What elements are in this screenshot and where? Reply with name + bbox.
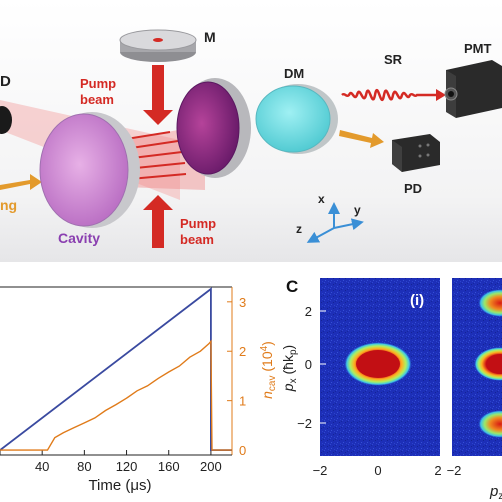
superradiance-wave	[341, 88, 440, 102]
pump-top-label-2: beam	[80, 92, 114, 107]
pump-bottom-label-2: beam	[180, 232, 214, 247]
x-tick-label: 40	[35, 459, 49, 474]
y2-tick-label: 1	[239, 394, 246, 409]
axis-y-label: y	[354, 203, 361, 217]
chart-y2-label: ncav (104)	[259, 341, 278, 399]
edge-label-ng: ng	[0, 197, 17, 213]
axis-x-label: x	[318, 192, 325, 206]
y2-tick-label: 2	[239, 344, 246, 359]
sr-label: SR	[384, 52, 403, 67]
c-xtick-0: 0	[374, 463, 381, 478]
chart-x-label: Time (μs)	[88, 477, 151, 494]
pd-arrow-icon	[339, 130, 384, 148]
y2-tick-label: 3	[239, 295, 246, 310]
panel-a-setup: D ng Cavity M Pump beam	[0, 0, 502, 262]
x-tick-label: 120	[116, 459, 138, 474]
edge-label-d: D	[0, 73, 11, 90]
sr-arrow-icon	[436, 89, 446, 101]
pmt-detector	[444, 60, 502, 118]
momentum-image-ii	[452, 278, 502, 456]
laser-source-icon	[0, 106, 12, 134]
pump-top-label-1: Pump	[80, 76, 116, 91]
pd-label: PD	[404, 181, 422, 196]
momentum-image-i: (i)	[320, 278, 440, 456]
pmt-label: PMT	[464, 41, 492, 56]
mirror-label: M	[204, 29, 216, 45]
c-xtick-right-m2: −2	[447, 463, 462, 478]
pump-bottom-label-1: Pump	[180, 216, 216, 231]
chart-series	[0, 287, 232, 451]
series-line-orange	[0, 339, 232, 451]
y2-ticks: 0 1 2 3	[227, 295, 246, 458]
c-ytick-0: 0	[305, 357, 312, 372]
c-x-label-right: pz	[489, 483, 502, 502]
c-y-label: px (ħkp)	[280, 345, 299, 392]
panel-c-images: C (i) 2 0 −2 px (ħkp) −2 0 2 −2 pz	[280, 277, 502, 502]
panel-b-chart: 40 80 120 160 200 0 1 2 3 Time (μs) ncav (104)	[0, 286, 278, 494]
coordinate-axes	[306, 202, 364, 243]
x-tick-label: 80	[77, 459, 91, 474]
c-xtick-m2: −2	[313, 463, 328, 478]
subpanel-label: (i)	[410, 292, 424, 309]
cavity-mirror-left	[39, 112, 140, 228]
pump-arrow-top-icon	[143, 65, 173, 125]
y2-tick-label: 0	[239, 443, 246, 458]
x-ticks: 40 80 120 160 200	[0, 450, 222, 474]
mirror-m	[119, 29, 197, 62]
x-tick-label: 160	[158, 459, 180, 474]
dichroic-label: DM	[284, 66, 304, 81]
cavity-mirror-right	[176, 78, 251, 178]
cavity-label: Cavity	[58, 230, 100, 246]
pump-arrow-bottom-icon	[143, 195, 173, 248]
pd-detector	[392, 134, 440, 172]
dichroic-mirror	[255, 84, 338, 154]
c-xtick-2: 2	[434, 463, 441, 478]
c-ytick-m2: −2	[297, 416, 312, 431]
x-tick-label: 200	[200, 459, 222, 474]
axis-z-label: z	[296, 222, 302, 236]
incoming-arrow-icon	[0, 174, 42, 190]
c-ytick-2: 2	[305, 304, 312, 319]
series-line-blue	[0, 287, 232, 451]
panel-c-letter: C	[286, 277, 298, 296]
